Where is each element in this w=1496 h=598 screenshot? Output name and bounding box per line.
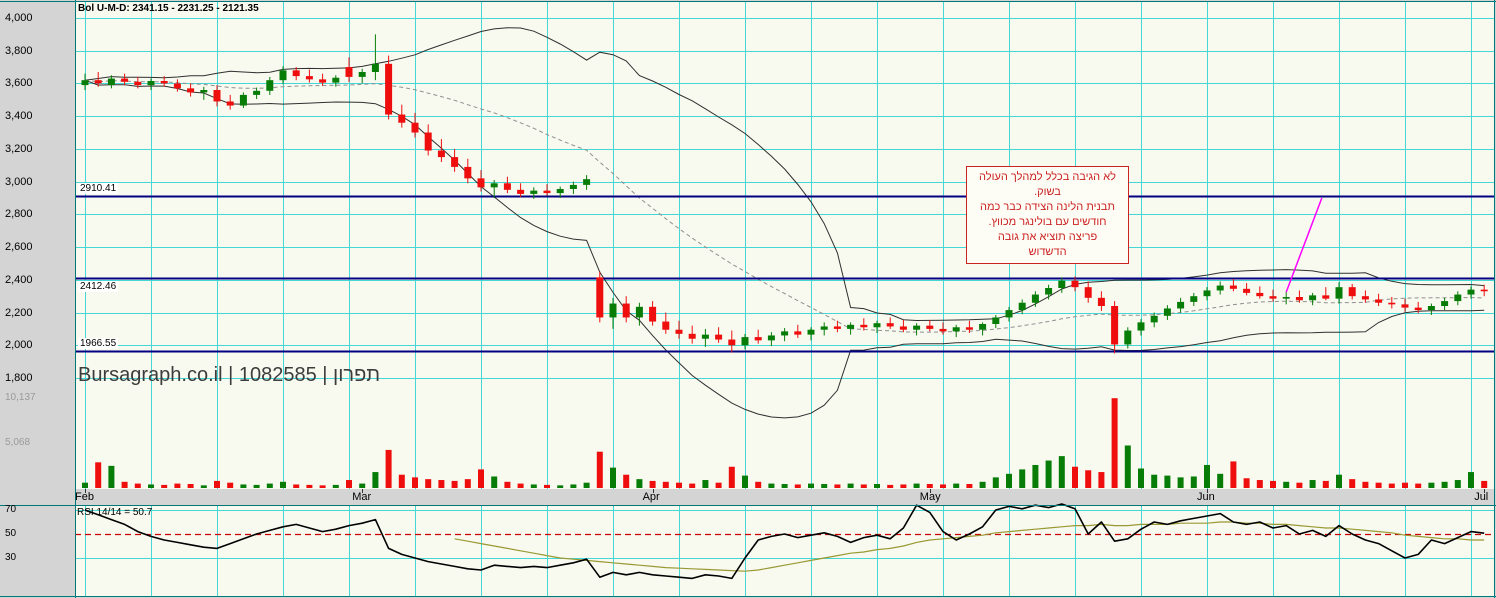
- bollinger-readout: Bol U-M-D: 2341.15 - 2231.25 - 2121.35: [78, 3, 259, 14]
- trend-line: [1285, 197, 1323, 293]
- annotation-box: לא הגיבה בכלל למהלך העולה בשוק. תבנית הלינ…: [966, 166, 1129, 264]
- annotation-line: פריצה תוציא את גובה: [997, 231, 1098, 243]
- annotation-line: חודשים עם בולינגר מכווץ.: [988, 216, 1107, 228]
- annotation-line: לא הגיבה בכלל למהלך העולה: [979, 171, 1116, 183]
- annotation-line: תבנית הלינה הצידה כבר כמה: [980, 201, 1115, 213]
- candles-layer: [81, 34, 1488, 354]
- level-lines-layer: [75, 195, 1494, 353]
- rsi-layer: [75, 503, 1494, 580]
- grid-layer: [75, 2, 1494, 596]
- month-ticks: [85, 489, 1485, 493]
- rsi-plot-background: [75, 506, 1494, 596]
- rsi-readout: RSI 14/14 = 50.7: [77, 507, 153, 518]
- annotation-line: בשוק.: [1034, 186, 1061, 198]
- annotation-line: הדשדוש: [1028, 246, 1067, 258]
- bollinger-bands-layer: [84, 27, 1485, 419]
- volume-layer: [82, 398, 1488, 488]
- watermark-title: Bursagraph.co.il | 1082585 | תפרון: [78, 364, 381, 386]
